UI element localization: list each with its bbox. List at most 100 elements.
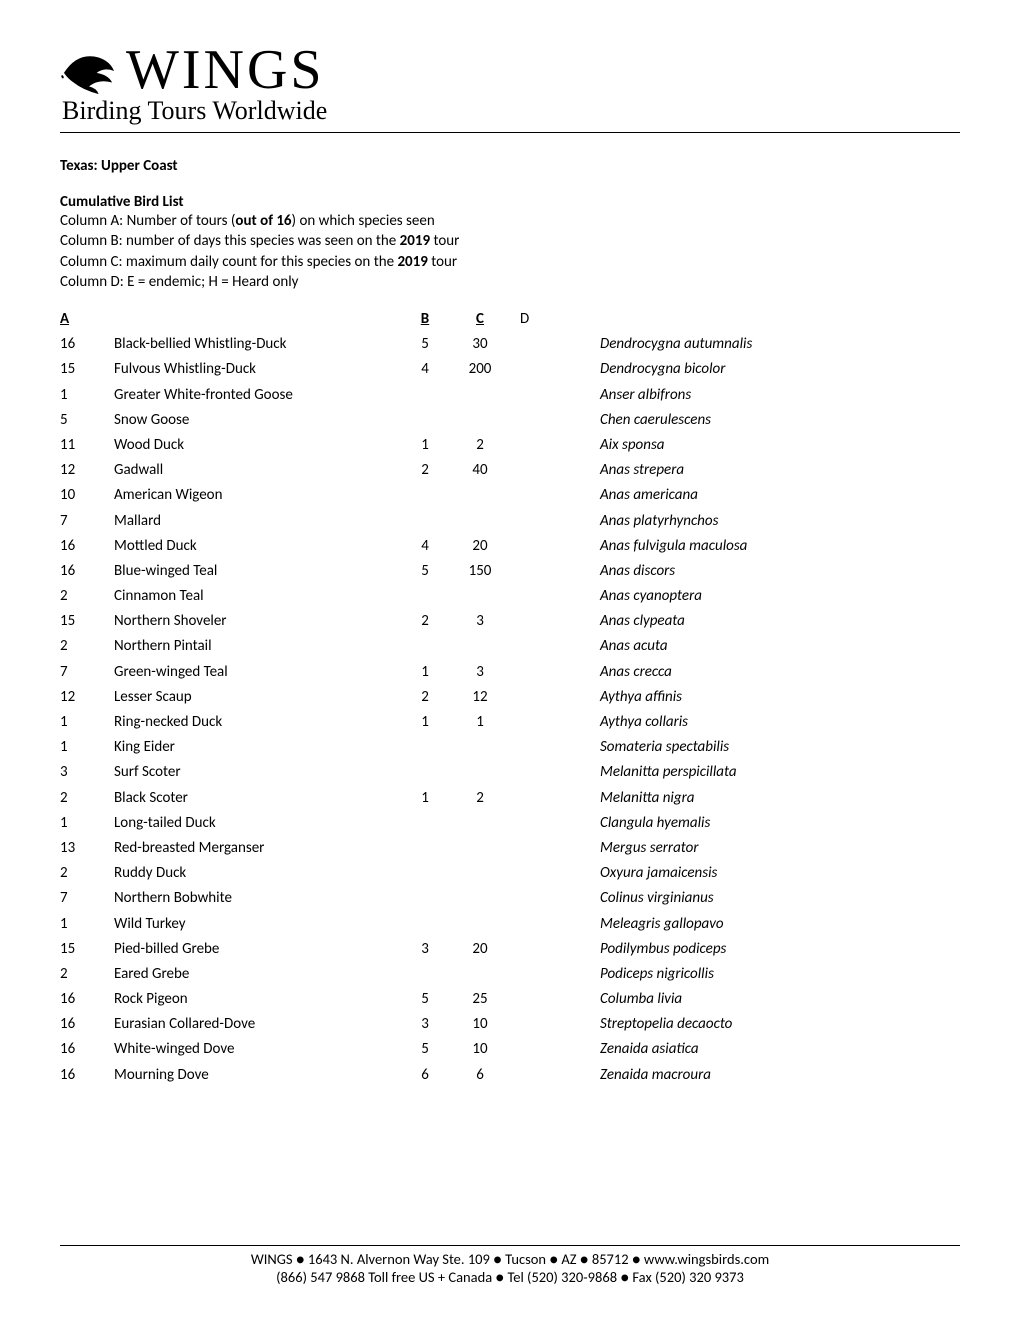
- cell-name: Green-winged Teal: [114, 663, 400, 681]
- cell-name: Cinnamon Teal: [114, 587, 400, 605]
- col-header-c: C: [450, 310, 510, 328]
- cell-b: 5: [400, 335, 450, 353]
- table-row: 16Rock Pigeon525Columba livia: [60, 990, 960, 1015]
- table-row: 1Greater White-fronted Goose Anser albif…: [60, 386, 960, 411]
- cell-c: 2: [450, 436, 510, 454]
- cell-a: 15: [60, 360, 114, 378]
- table-row: 2Black Scoter12Melanitta nigra: [60, 789, 960, 814]
- cell-a: 16: [60, 562, 114, 580]
- cell-b: 5: [400, 1040, 450, 1058]
- cell-a: 2: [60, 965, 114, 983]
- cell-name: Mallard: [114, 512, 400, 530]
- footer-line-2: (866) 547 9868 Toll free US + Canada ● T…: [60, 1268, 960, 1286]
- cell-c: 40: [450, 461, 510, 479]
- cell-c: 1: [450, 713, 510, 731]
- cell-name: Northern Bobwhite: [114, 889, 400, 907]
- table-row: 16Black-bellied Whistling-Duck530Dendroc…: [60, 335, 960, 360]
- cell-a: 2: [60, 789, 114, 807]
- table-row: 3Surf ScoterMelanitta perspicillata: [60, 763, 960, 788]
- cell-scientific: Podiceps nigricollis: [600, 965, 960, 983]
- cell-b: 6: [400, 1066, 450, 1084]
- cell-a: 15: [60, 612, 114, 630]
- table-row: 15Pied-billed Grebe320Podilymbus podicep…: [60, 940, 960, 965]
- cell-name: Snow Goose: [114, 411, 400, 429]
- cell-scientific: Anser albifrons: [600, 386, 960, 404]
- cell-a: 7: [60, 889, 114, 907]
- intro-line: Column D: E = endemic; H = Heard only: [60, 272, 960, 292]
- cell-scientific: Meleagris gallopavo: [600, 915, 960, 933]
- cell-b: 3: [400, 1015, 450, 1033]
- cell-c: 30: [450, 335, 510, 353]
- table-row: 7Northern Bobwhite Colinus virginianus: [60, 889, 960, 914]
- cell-c: 10: [450, 1015, 510, 1033]
- cell-b: 5: [400, 562, 450, 580]
- cell-scientific: Zenaida macroura: [600, 1066, 960, 1084]
- cell-a: 2: [60, 587, 114, 605]
- cell-name: White-winged Dove: [114, 1040, 400, 1058]
- cell-b: 4: [400, 360, 450, 378]
- cell-b: 3: [400, 940, 450, 958]
- cell-b: 4: [400, 537, 450, 555]
- cell-scientific: Clangula hyemalis: [600, 814, 960, 832]
- cell-name: Blue-winged Teal: [114, 562, 400, 580]
- cell-a: 7: [60, 663, 114, 681]
- table-row: 16White-winged Dove510Zenaida asiatica: [60, 1040, 960, 1065]
- bird-brush-icon: [60, 44, 118, 96]
- cell-name: Mottled Duck: [114, 537, 400, 555]
- cell-scientific: Anas discors: [600, 562, 960, 580]
- footer-line-1: WINGS ● 1643 N. Alvernon Way Ste. 109 ● …: [60, 1250, 960, 1268]
- table-row: 10American WigeonAnas americana: [60, 486, 960, 511]
- cell-b: 2: [400, 612, 450, 630]
- table-row: 13Red-breasted MerganserMergus serrator: [60, 839, 960, 864]
- cell-a: 12: [60, 461, 114, 479]
- cell-scientific: Anas acuta: [600, 637, 960, 655]
- table-row: 16Mottled Duck420Anas fulvigula maculosa: [60, 537, 960, 562]
- cell-name: Pied-billed Grebe: [114, 940, 400, 958]
- brand-subtitle: Birding Tours Worldwide: [62, 96, 960, 126]
- cell-scientific: Anas cyanoptera: [600, 587, 960, 605]
- cell-scientific: Colinus virginianus: [600, 889, 960, 907]
- cell-name: Eurasian Collared-Dove: [114, 1015, 400, 1033]
- cell-scientific: Chen caerulescens: [600, 411, 960, 429]
- cell-name: King Eider: [114, 738, 400, 756]
- cell-name: Black Scoter: [114, 789, 400, 807]
- cell-scientific: Aythya collaris: [600, 713, 960, 731]
- cell-a: 13: [60, 839, 114, 857]
- cell-scientific: Dendrocygna bicolor: [600, 360, 960, 378]
- cell-scientific: Melanitta nigra: [600, 789, 960, 807]
- cell-a: 12: [60, 688, 114, 706]
- cell-a: 7: [60, 512, 114, 530]
- cell-b: 2: [400, 461, 450, 479]
- table-row: 1Wild TurkeyMeleagris gallopavo: [60, 915, 960, 940]
- cell-name: Fulvous Whistling-Duck: [114, 360, 400, 378]
- cell-name: Mourning Dove: [114, 1066, 400, 1084]
- cell-a: 16: [60, 1040, 114, 1058]
- cell-a: 1: [60, 386, 114, 404]
- footer-rule: [60, 1245, 960, 1246]
- cell-scientific: Podilymbus podiceps: [600, 940, 960, 958]
- cell-scientific: Columba livia: [600, 990, 960, 1008]
- cell-a: 16: [60, 1066, 114, 1084]
- table-row: 12Gadwall240Anas strepera: [60, 461, 960, 486]
- table-row: 1Ring-necked Duck11Aythya collaris: [60, 713, 960, 738]
- cell-c: 150: [450, 562, 510, 580]
- cell-c: 200: [450, 360, 510, 378]
- species-table: A B C D 16Black-bellied Whistling-Duck53…: [60, 310, 960, 1091]
- cell-a: 16: [60, 537, 114, 555]
- cell-a: 1: [60, 738, 114, 756]
- cell-c: 20: [450, 537, 510, 555]
- cell-scientific: Dendrocygna autumnalis: [600, 335, 960, 353]
- cell-a: 1: [60, 713, 114, 731]
- letterhead: WINGS Birding Tours Worldwide: [60, 38, 960, 133]
- cell-name: Red-breasted Merganser: [114, 839, 400, 857]
- intro-block: Column A: Number of tours (out of 16) on…: [60, 211, 960, 292]
- cell-c: 3: [450, 663, 510, 681]
- cell-c: 12: [450, 688, 510, 706]
- cell-scientific: Zenaida asiatica: [600, 1040, 960, 1058]
- cell-a: 1: [60, 814, 114, 832]
- cell-c: 6: [450, 1066, 510, 1084]
- page-footer: WINGS ● 1643 N. Alvernon Way Ste. 109 ● …: [60, 1245, 960, 1286]
- table-row: 1Long-tailed DuckClangula hyemalis: [60, 814, 960, 839]
- cell-a: 2: [60, 637, 114, 655]
- cell-name: Wood Duck: [114, 436, 400, 454]
